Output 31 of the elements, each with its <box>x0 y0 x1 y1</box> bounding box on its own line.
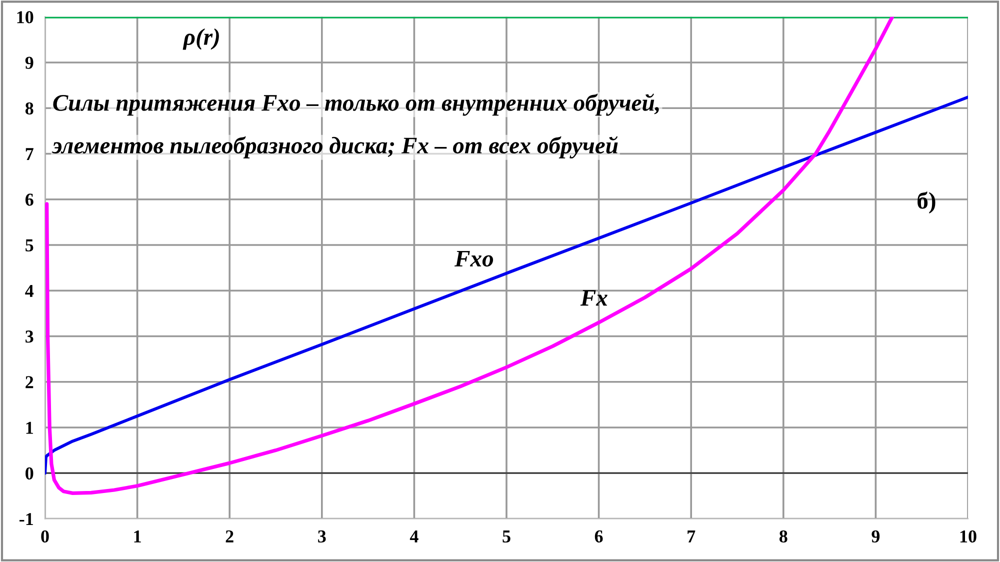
x-tick-label: 1 <box>134 530 141 542</box>
y-tick-label: 2 <box>26 376 34 388</box>
y-tick-label: 9 <box>25 56 34 69</box>
series-label: Fxo <box>454 250 494 267</box>
series-label: ρ(r) <box>182 28 219 50</box>
x-tick-label: 7 <box>688 530 696 542</box>
y-tick-label: 4 <box>25 284 34 297</box>
x-tick-label: 5 <box>502 530 510 543</box>
annotation: б) <box>918 192 936 214</box>
y-tick-label: 6 <box>25 194 34 206</box>
y-tick-label: 0 <box>26 467 34 480</box>
y-tick-label: 1 <box>26 422 33 434</box>
x-tick-label: 2 <box>226 530 234 542</box>
series-label: Fx <box>580 290 608 306</box>
x-tick-label: 8 <box>779 530 788 543</box>
line-series <box>45 96 968 475</box>
annotation: Силы притяжения Fxo – только от внутренних обручей, <box>53 94 659 116</box>
y-tick-label: -1 <box>20 513 33 525</box>
annotation: элементов пылеобразного диска; Fx – от всех обручей <box>52 136 618 158</box>
x-tick-label: 9 <box>872 530 880 543</box>
y-tick-label: 10 <box>17 11 34 24</box>
y-tick-label: 8 <box>25 102 34 115</box>
line-series <box>45 16 894 495</box>
x-tick-label: 3 <box>318 530 326 543</box>
y-tick-label: 7 <box>26 148 34 160</box>
y-tick-label: 3 <box>26 330 34 343</box>
x-tick-label: 4 <box>410 530 418 542</box>
x-tick-label: 0 <box>41 530 49 543</box>
y-tick-label: 5 <box>26 239 34 252</box>
x-tick-label: 6 <box>594 530 603 543</box>
x-tick-label: 10 <box>960 530 976 543</box>
